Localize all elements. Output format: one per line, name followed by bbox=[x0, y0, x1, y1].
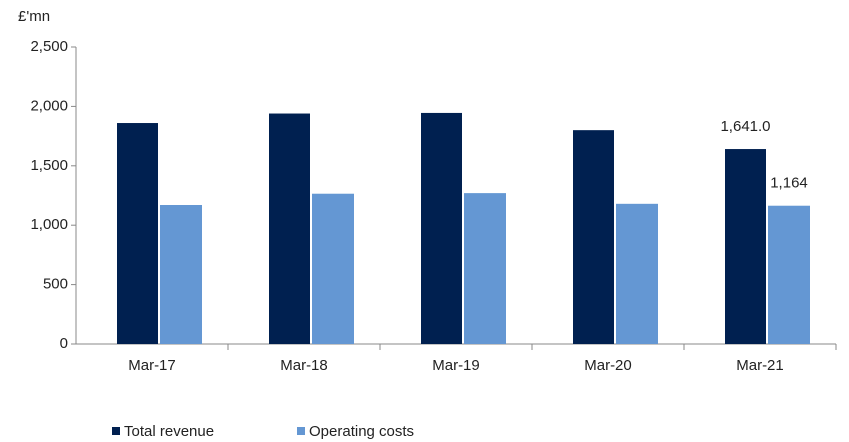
y-axis-label: £'mn bbox=[18, 8, 50, 25]
x-tick-label: Mar-18 bbox=[280, 357, 328, 374]
bar bbox=[117, 123, 158, 344]
bar bbox=[725, 149, 766, 344]
x-tick-label: Mar-17 bbox=[128, 357, 176, 374]
bar bbox=[160, 205, 202, 344]
y-tick-label: 1,000 bbox=[30, 216, 68, 233]
y-tick-label: 0 bbox=[60, 335, 68, 352]
bar bbox=[269, 113, 310, 344]
legend-label: Operating costs bbox=[309, 423, 414, 440]
x-tick-label: Mar-19 bbox=[432, 357, 480, 374]
y-tick-label: 2,000 bbox=[30, 97, 68, 114]
legend-label: Total revenue bbox=[124, 423, 214, 440]
legend-swatch bbox=[112, 427, 120, 435]
bar bbox=[616, 203, 658, 344]
bar bbox=[573, 130, 614, 344]
data-label: 1,641.0 bbox=[720, 118, 770, 135]
y-tick-label: 500 bbox=[43, 276, 68, 293]
bar bbox=[768, 205, 810, 344]
bar bbox=[421, 112, 462, 345]
y-tick-label: 1,500 bbox=[30, 157, 68, 174]
data-label: 1,164 bbox=[770, 175, 808, 192]
bar bbox=[464, 193, 506, 344]
legend-swatch bbox=[297, 427, 305, 435]
x-tick-label: Mar-20 bbox=[584, 357, 632, 374]
x-tick-label: Mar-21 bbox=[736, 357, 784, 374]
y-tick-label: 2,500 bbox=[30, 38, 68, 55]
bar bbox=[312, 193, 354, 344]
